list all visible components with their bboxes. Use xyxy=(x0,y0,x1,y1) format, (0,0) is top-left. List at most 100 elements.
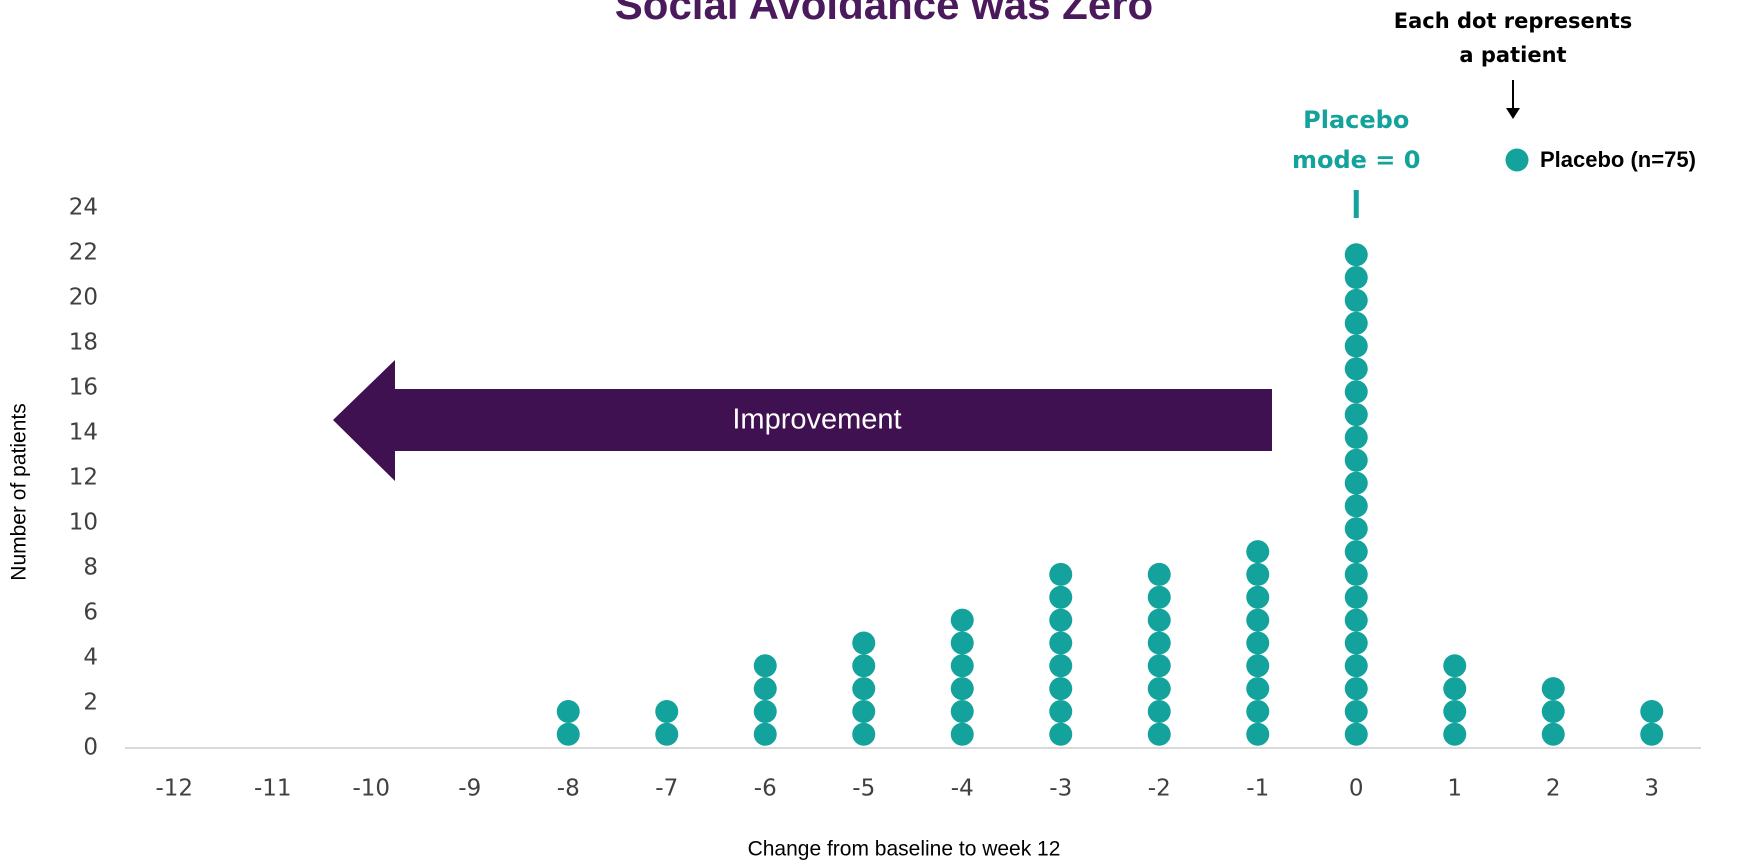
dot xyxy=(1049,562,1073,586)
improvement-arrow xyxy=(333,360,1272,481)
x-tick-label: -9 xyxy=(458,776,481,802)
dot xyxy=(1344,562,1368,586)
dot xyxy=(753,722,777,746)
dot xyxy=(1640,699,1664,723)
legend-label: Placebo (n=75) xyxy=(1540,147,1696,172)
dot xyxy=(1443,722,1467,746)
dot xyxy=(1246,654,1270,678)
dot xyxy=(655,699,679,723)
dot xyxy=(1344,243,1368,267)
dot xyxy=(1344,288,1368,312)
dot xyxy=(950,631,974,655)
y-tick-label: 20 xyxy=(69,285,98,311)
x-tick-label: -7 xyxy=(655,776,678,802)
x-tick-label: -4 xyxy=(951,776,974,802)
legend-marker xyxy=(1505,148,1529,172)
dot xyxy=(1049,722,1073,746)
dot xyxy=(950,608,974,632)
note: Each dot represents a patient xyxy=(1393,9,1633,67)
dot xyxy=(852,631,876,655)
y-tick-label: 6 xyxy=(83,600,98,626)
dot xyxy=(1344,654,1368,678)
dot xyxy=(1541,722,1565,746)
x-tick-label: -5 xyxy=(852,776,875,802)
dot xyxy=(1049,608,1073,632)
dot xyxy=(852,699,876,723)
dot xyxy=(1344,403,1368,427)
arrow-label: Improvement xyxy=(732,404,901,436)
dot xyxy=(1246,631,1270,655)
y-tick-label: 2 xyxy=(83,690,98,716)
dot xyxy=(1049,654,1073,678)
dot xyxy=(1443,677,1467,701)
dot xyxy=(1344,357,1368,381)
dot xyxy=(1344,334,1368,358)
dot xyxy=(1344,425,1368,449)
dot xyxy=(1344,631,1368,655)
dot xyxy=(1049,699,1073,723)
y-tick-label: 12 xyxy=(69,465,98,491)
y-tick-label: 4 xyxy=(83,645,98,671)
dot xyxy=(1246,540,1270,564)
dot xyxy=(1147,677,1171,701)
x-tick-label: 1 xyxy=(1447,776,1462,802)
dot xyxy=(1344,540,1368,564)
x-tick-label: -11 xyxy=(254,776,292,802)
dot xyxy=(1344,585,1368,609)
dot xyxy=(1344,517,1368,541)
dot xyxy=(852,722,876,746)
dot xyxy=(1344,494,1368,518)
dot xyxy=(852,677,876,701)
y-tick-label: 0 xyxy=(83,735,98,761)
x-tick-label: -12 xyxy=(155,776,193,802)
dot xyxy=(950,677,974,701)
y-axis-title: Number of patients xyxy=(8,403,31,580)
dot xyxy=(950,722,974,746)
y-tick-label: 16 xyxy=(69,375,98,401)
note-arrowhead xyxy=(1506,108,1520,119)
dot xyxy=(1049,585,1073,609)
dot xyxy=(1344,311,1368,335)
dot xyxy=(1443,654,1467,678)
dot xyxy=(556,699,580,723)
dot xyxy=(1344,380,1368,404)
dot xyxy=(1147,585,1171,609)
dot xyxy=(1541,699,1565,723)
dot xyxy=(1246,585,1270,609)
x-tick-label: -6 xyxy=(754,776,777,802)
dot xyxy=(1246,677,1270,701)
dot xyxy=(1147,631,1171,655)
dot xyxy=(852,654,876,678)
dot xyxy=(950,699,974,723)
dot xyxy=(1049,677,1073,701)
x-tick-label: -3 xyxy=(1049,776,1072,802)
dot xyxy=(1344,266,1368,290)
dot xyxy=(1344,699,1368,723)
dot xyxy=(1049,631,1073,655)
dot xyxy=(1246,722,1270,746)
x-tick-label: 2 xyxy=(1546,776,1561,802)
dot xyxy=(1344,722,1368,746)
mode-label: Placebo mode = 0 xyxy=(1292,106,1421,174)
dot xyxy=(753,699,777,723)
dot xyxy=(1640,722,1664,746)
dot xyxy=(1147,722,1171,746)
dot xyxy=(1344,608,1368,632)
dot xyxy=(1344,677,1368,701)
dot xyxy=(753,677,777,701)
dot xyxy=(1147,608,1171,632)
y-tick-label: 14 xyxy=(69,420,98,446)
dot xyxy=(1246,562,1270,586)
dot xyxy=(556,722,580,746)
y-tick-label: 8 xyxy=(83,555,98,581)
dot xyxy=(1147,654,1171,678)
dot xyxy=(1344,471,1368,495)
dot xyxy=(1344,448,1368,472)
dot xyxy=(950,654,974,678)
dot xyxy=(1246,699,1270,723)
x-axis-title: Change from baseline to week 12 xyxy=(748,838,1061,861)
x-tick-label: -1 xyxy=(1246,776,1269,802)
dot xyxy=(753,654,777,678)
